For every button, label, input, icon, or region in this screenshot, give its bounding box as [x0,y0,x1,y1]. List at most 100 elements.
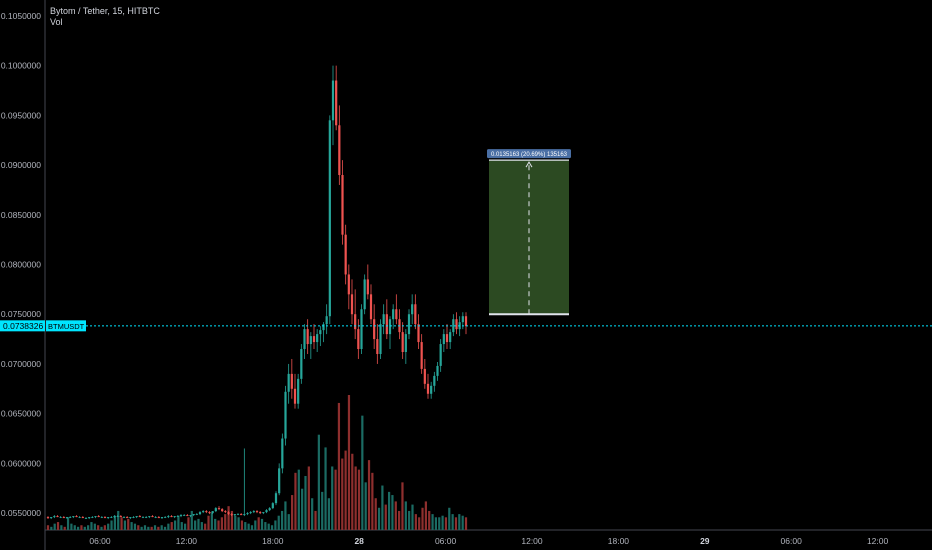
candle-body [439,344,442,366]
candle-body [401,332,404,353]
volume-bar [364,482,367,530]
candle-body [319,330,322,335]
price-tick-label: 0.0900000 [1,160,41,170]
volume-bar [160,525,163,530]
volume-bar [194,520,197,530]
candle-body [335,80,338,126]
volume-bar [56,522,60,530]
candle-body [331,80,335,121]
candle-body [151,516,154,518]
volume-bar [347,395,351,530]
volume-bar [341,458,344,530]
candle-body [198,512,202,515]
candle-body [430,385,433,394]
candle-body [157,517,160,519]
candle-body [322,324,325,331]
volume-bar [304,476,307,530]
candles[interactable] [46,65,468,520]
volume-bar [344,450,347,530]
candle-body [141,517,145,518]
volume-bar [274,520,277,530]
volume-bar [66,517,70,530]
volume-bar [287,514,290,530]
time-axis[interactable]: 06:00 12:00 18:00 28 06:00 12:00 18:00 29 06:00 1… [89,536,888,546]
volume-bar [404,501,407,530]
candle-body [75,516,78,518]
volume-indicator-label[interactable]: Vol [50,17,63,27]
candle-body [338,125,341,176]
volume-bar [157,526,160,530]
candle-body [221,509,224,512]
measure-label-box [487,149,571,159]
last-price-value: 0.0738326 [3,321,43,331]
candle-body [433,375,436,386]
volume-bar [100,526,103,530]
candle-body [129,517,132,519]
candle-body [461,316,464,323]
volume-bar [428,510,431,530]
volume-bar [314,510,317,530]
candle-body [116,516,119,517]
candle-body [246,513,249,515]
volume-bar [173,520,177,530]
candle-body [306,329,309,345]
price-tick-label: 0.0800000 [1,260,41,270]
candle-body [341,175,344,235]
candle-body [236,514,240,515]
volume-bar [207,515,210,530]
candle-body [94,516,97,518]
candle-body [138,516,141,518]
volume-bar [391,495,394,530]
volume-bar [180,522,183,530]
volume-bar [103,525,106,530]
candle-body [325,316,328,325]
price-tick-label: 0.0850000 [1,210,41,220]
volume-bar [113,515,116,530]
candle-body [192,514,195,516]
candle-body [373,319,376,340]
volume-bar [398,510,401,530]
candle-body [211,511,214,514]
volume-bar [367,460,371,530]
time-tick-label: 28 [354,536,364,546]
volume-bar [183,523,187,530]
price-range-measure[interactable]: 0.0135163 (20.69%) 135163 [487,149,571,316]
candle-body [56,516,59,518]
candle-body [284,391,287,439]
candle-body [81,517,84,519]
volume-bar [237,517,240,530]
volume-bar [224,514,227,530]
candle-body [240,514,243,516]
price-tick-label: 0.0600000 [1,458,41,468]
volume-bar [361,415,364,530]
candle-body [293,388,297,404]
symbol-title[interactable]: Bytom / Tether, 15, HITBTC [50,6,160,16]
measure-box[interactable] [489,160,569,315]
candle-body [88,517,91,519]
candle-body [420,342,423,369]
volume-bar [93,523,96,530]
volume-bar [464,517,468,530]
volume-bar [301,488,304,530]
candle-body [78,517,81,518]
candle-body [426,383,430,394]
volume-bar [387,491,391,530]
candle-body [224,511,227,513]
candle-body [436,365,439,376]
price-tick-label: 0.1050000 [1,11,41,21]
volume-bar [337,402,341,530]
candle-body [354,314,357,330]
volume-bar [267,523,270,530]
candle-body [445,334,449,343]
time-tick-label: 12:00 [867,536,889,546]
candle-body [376,339,379,354]
price-axis[interactable]: 0.1050000 0.1000000 0.0950000 0.0900000 0.08… [1,11,41,518]
last-price-tag [0,320,45,332]
candle-body [164,517,167,518]
volume-bar [458,514,461,530]
candle-body [382,314,385,325]
volume-bar [311,498,314,530]
candle-body [350,294,354,315]
volume-bar [234,515,237,530]
